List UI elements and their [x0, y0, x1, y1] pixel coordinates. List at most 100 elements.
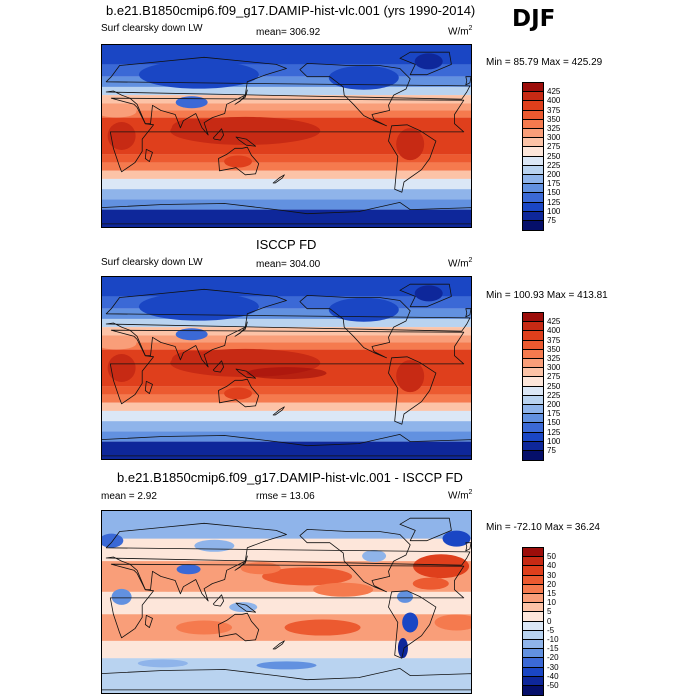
- field-band-sh-mid2: [101, 410, 472, 422]
- map-frame: [101, 44, 472, 228]
- field-anomaly-central-africa: [107, 354, 136, 382]
- north-america-coastline: [299, 528, 411, 593]
- colorbar-tick-label: 40: [547, 561, 556, 571]
- field-anomaly-greenland: [414, 285, 443, 302]
- madagascar-coastline: [144, 148, 153, 162]
- colorbar-box: [522, 565, 544, 577]
- panel2-map: [101, 276, 472, 460]
- colorbar-tick-label: 175: [547, 179, 561, 189]
- new-zealand-coastline: [272, 640, 285, 650]
- panel3-units: W/m2: [448, 489, 473, 502]
- field-band-nh-mid: [101, 308, 472, 319]
- europe-asia-coastline: [105, 522, 471, 602]
- colorbar-tick-label: 325: [547, 124, 561, 133]
- colorbar-tick-label: 250: [547, 381, 561, 391]
- field-band-nh-mid2: [101, 86, 472, 96]
- colorbar-tick-label: 225: [547, 390, 561, 400]
- new-zealand-coastline: [272, 174, 285, 184]
- colorbar-box: [522, 91, 544, 103]
- maritime-continent-coastline: [212, 128, 224, 141]
- maritime-continent-coastline: [212, 360, 224, 373]
- colorbar-box: [522, 666, 544, 678]
- colorbar-tick-label: 375: [547, 335, 561, 345]
- maritime-continent-coastline: [212, 594, 224, 607]
- uk-coastline: [465, 542, 472, 552]
- colorbar-box: [522, 675, 544, 688]
- colorbar-box: [522, 173, 544, 186]
- field-anomaly-canada: [328, 65, 399, 90]
- africa-coastline: [109, 97, 465, 173]
- colorbar-box: [522, 109, 544, 121]
- colorbar-tick-label: 175: [547, 409, 561, 419]
- colorbar-box: [522, 546, 544, 559]
- antarctica-coastline: [101, 433, 472, 457]
- colorbar-tick-label: 10: [547, 598, 556, 608]
- greenland-coastline: [399, 51, 452, 76]
- colorbar-box: [522, 583, 544, 596]
- colorbar-tick-label: 75: [547, 446, 556, 455]
- colorbar-tick-label: 275: [547, 142, 561, 152]
- panel1-map: [101, 44, 472, 228]
- colorbar-box: [522, 100, 544, 112]
- colorbar-box: [522, 201, 544, 213]
- colorbar-box: [522, 394, 544, 407]
- colorbar-box: [522, 348, 544, 361]
- south-america-coastline: [388, 356, 437, 425]
- colorbar-box: [522, 592, 544, 605]
- colorbar-box: [522, 311, 544, 324]
- colorbar-tick-label: 15: [547, 589, 556, 598]
- field-band-nh-mid: [101, 76, 472, 87]
- field-anomaly-negative: [397, 590, 414, 603]
- europe-asia-coastline: [105, 288, 471, 368]
- field-anomaly-sahara: [101, 337, 137, 350]
- colorbar-tick-label: 200: [547, 170, 561, 179]
- field-anomaly-negative: [397, 638, 408, 658]
- field-anomaly-positive: [176, 620, 233, 635]
- africa-coastline: [109, 563, 465, 639]
- map-frame: [101, 510, 472, 694]
- colorbar-box: [522, 422, 544, 434]
- field-anomaly-positive: [434, 614, 472, 631]
- panel3-map: [101, 510, 472, 694]
- north-america-coastline: [299, 62, 411, 127]
- colorbar-box: [522, 164, 544, 177]
- colorbar-box: [522, 137, 544, 149]
- colorbar-tick-label: 350: [547, 344, 561, 354]
- field-anomaly-tibet: [175, 328, 208, 341]
- colorbar-box: [522, 192, 544, 204]
- greenland-coastline: [399, 283, 452, 308]
- colorbar-tick-label: 0: [547, 616, 552, 626]
- field-anomaly-australia: [224, 387, 253, 400]
- field-band-sh-trop: [101, 154, 472, 163]
- field-anomaly-negative: [442, 530, 471, 547]
- colorbar-tick-label: -15: [547, 644, 559, 654]
- new-zealand-coastline: [272, 406, 285, 416]
- colorbar-tick-label: -50: [547, 681, 559, 690]
- australia-coastline: [218, 612, 260, 642]
- colorbar-tick-label: -10: [547, 635, 559, 644]
- japan-coastline: [234, 89, 248, 105]
- colorbar-tick-label: 20: [547, 579, 556, 589]
- panel1-minmax: Min = 85.79 Max = 425.29: [486, 57, 603, 68]
- field-band-antarctic-coast: [101, 199, 472, 210]
- colorbar-box: [522, 339, 544, 351]
- field-anomaly-negative: [256, 661, 317, 670]
- map-frame: [101, 276, 472, 460]
- field-band-arctic: [101, 276, 472, 297]
- colorbar-tick-label: 200: [547, 400, 561, 409]
- europe-asia-coastline: [105, 56, 471, 136]
- colorbar-box: [522, 648, 544, 660]
- field-anomaly-amazon: [396, 128, 425, 161]
- field-anomaly-siberia: [138, 60, 259, 89]
- field-anomaly-positive: [153, 581, 182, 592]
- colorbar-box: [522, 431, 544, 443]
- colorbar-tick-label: 425: [547, 317, 561, 327]
- field-band-antarctica: [101, 441, 472, 460]
- field-band-sh-mid: [101, 170, 472, 179]
- south-america-coastline: [388, 124, 437, 193]
- colorbar-tick-label: 300: [547, 363, 561, 373]
- greenland-coastline: [399, 517, 452, 542]
- colorbar-box: [522, 376, 544, 388]
- panel3-mean: mean = 2.92: [101, 491, 157, 502]
- new-guinea-coastline: [235, 136, 257, 147]
